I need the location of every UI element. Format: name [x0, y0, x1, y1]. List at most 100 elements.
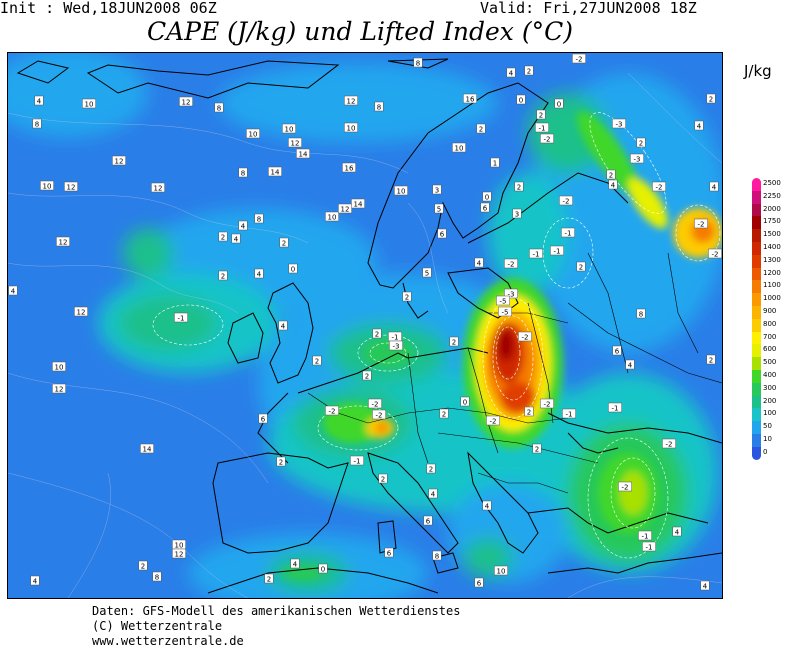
- li-label-box: [504, 258, 518, 269]
- li-label: -2: [656, 184, 663, 192]
- coastlines: [16, 58, 722, 594]
- legend-swatch: [752, 306, 761, 320]
- li-label: -2: [508, 261, 515, 269]
- li-label-box: [482, 191, 492, 202]
- li-label: -2: [329, 408, 336, 416]
- legend-swatch: [752, 344, 761, 358]
- li-label-box: [709, 181, 719, 192]
- li-label-box: [625, 359, 635, 370]
- li-label: 5: [425, 270, 429, 278]
- li-label-box: [312, 355, 322, 366]
- li-label-box: [540, 133, 554, 144]
- li-label-box: [344, 95, 358, 106]
- li-label-box: [494, 565, 508, 576]
- li-label: 16: [345, 165, 354, 173]
- li-label: 6: [426, 518, 431, 526]
- li-label-box: [463, 93, 477, 104]
- li-label: 10: [455, 145, 464, 153]
- li-label: 2: [442, 411, 446, 419]
- li-label-box: [439, 408, 449, 419]
- isolines: [8, 72, 722, 598]
- li-label: 4: [281, 323, 286, 331]
- li-label-box: [428, 488, 438, 499]
- li-label: 10: [43, 183, 52, 191]
- li-label-box: [258, 413, 268, 424]
- li-label: -2: [698, 221, 705, 229]
- legend-value: 200: [763, 396, 777, 405]
- li-label: 0: [463, 399, 467, 407]
- li-label-box: [325, 211, 339, 222]
- li-label-box: [516, 94, 526, 105]
- li-label: 12: [175, 551, 184, 559]
- li-label-box: [254, 213, 264, 224]
- li-label: -2: [622, 484, 629, 492]
- li-label: 5: [437, 206, 441, 214]
- li-label-box: [282, 123, 296, 134]
- li-label-box: [636, 308, 646, 319]
- li-label: 4: [431, 491, 436, 499]
- li-label: -1: [566, 411, 573, 419]
- li-label: 4: [611, 182, 616, 190]
- legend-swatch: [752, 254, 761, 269]
- li-label: 4: [241, 223, 246, 231]
- li-label: 10: [328, 214, 337, 222]
- li-label-box: [608, 402, 622, 413]
- li-label: 10: [85, 101, 94, 109]
- li-label-box: [82, 98, 96, 109]
- li-label: 12: [291, 140, 300, 148]
- li-label: 10: [55, 364, 64, 372]
- li-label-box: [152, 571, 162, 582]
- li-label: 12: [347, 98, 356, 106]
- li-label-box: [524, 65, 534, 76]
- li-label-box: [422, 267, 432, 278]
- li-label: 12: [59, 239, 68, 247]
- li-label: 10: [285, 126, 294, 134]
- legend-swatch: [752, 242, 761, 256]
- li-label-box: [636, 137, 646, 148]
- li-label-box: [351, 198, 365, 209]
- li-label-box: [437, 228, 447, 239]
- li-label: 14: [299, 151, 308, 159]
- li-label-box: [362, 370, 372, 381]
- li-label: 4: [477, 260, 482, 268]
- legend-value: 500: [763, 358, 777, 367]
- legend-swatch: [752, 382, 761, 397]
- li-label-box: [279, 237, 289, 248]
- li-label-box: [512, 208, 522, 219]
- legend-value: 1400: [763, 243, 781, 251]
- legend-swatch: [752, 229, 761, 243]
- li-label-box: [612, 118, 626, 129]
- li-label-box: [694, 120, 704, 131]
- li-label-box: [254, 268, 264, 279]
- li-label: 6: [440, 231, 445, 239]
- li-label-box: [449, 336, 459, 347]
- li-label: 2: [405, 294, 409, 302]
- li-label-box: [413, 57, 423, 68]
- init-time: Init : Wed,18JUN2008 06Z: [0, 0, 217, 17]
- li-label-box: [638, 530, 652, 541]
- li-label-box: [74, 306, 88, 317]
- li-label: 2: [579, 264, 583, 272]
- li-label: 4: [37, 98, 42, 106]
- li-label-box: [318, 563, 328, 574]
- li-label: 4: [628, 362, 633, 370]
- legend-value: 1000: [763, 294, 781, 303]
- legend-value: 10: [763, 435, 772, 443]
- li-label: -1: [392, 334, 399, 342]
- li-label-box: [368, 398, 382, 409]
- li-label-box: [394, 185, 408, 196]
- li-label: 2: [527, 409, 531, 417]
- li-label: 14: [354, 201, 363, 209]
- li-label: 14: [271, 169, 280, 177]
- legend-swatch: [752, 395, 761, 409]
- li-label-box: [238, 167, 248, 178]
- li-label-box: [52, 383, 66, 394]
- legend-value: 1500: [763, 230, 781, 239]
- li-label: 2: [141, 563, 145, 571]
- li-label: -1: [354, 458, 361, 466]
- li-label: 3: [435, 187, 439, 195]
- li-label-box: [179, 96, 193, 107]
- li-label-box: [30, 575, 40, 586]
- li-label: 16: [466, 96, 475, 104]
- li-label-box: [151, 182, 165, 193]
